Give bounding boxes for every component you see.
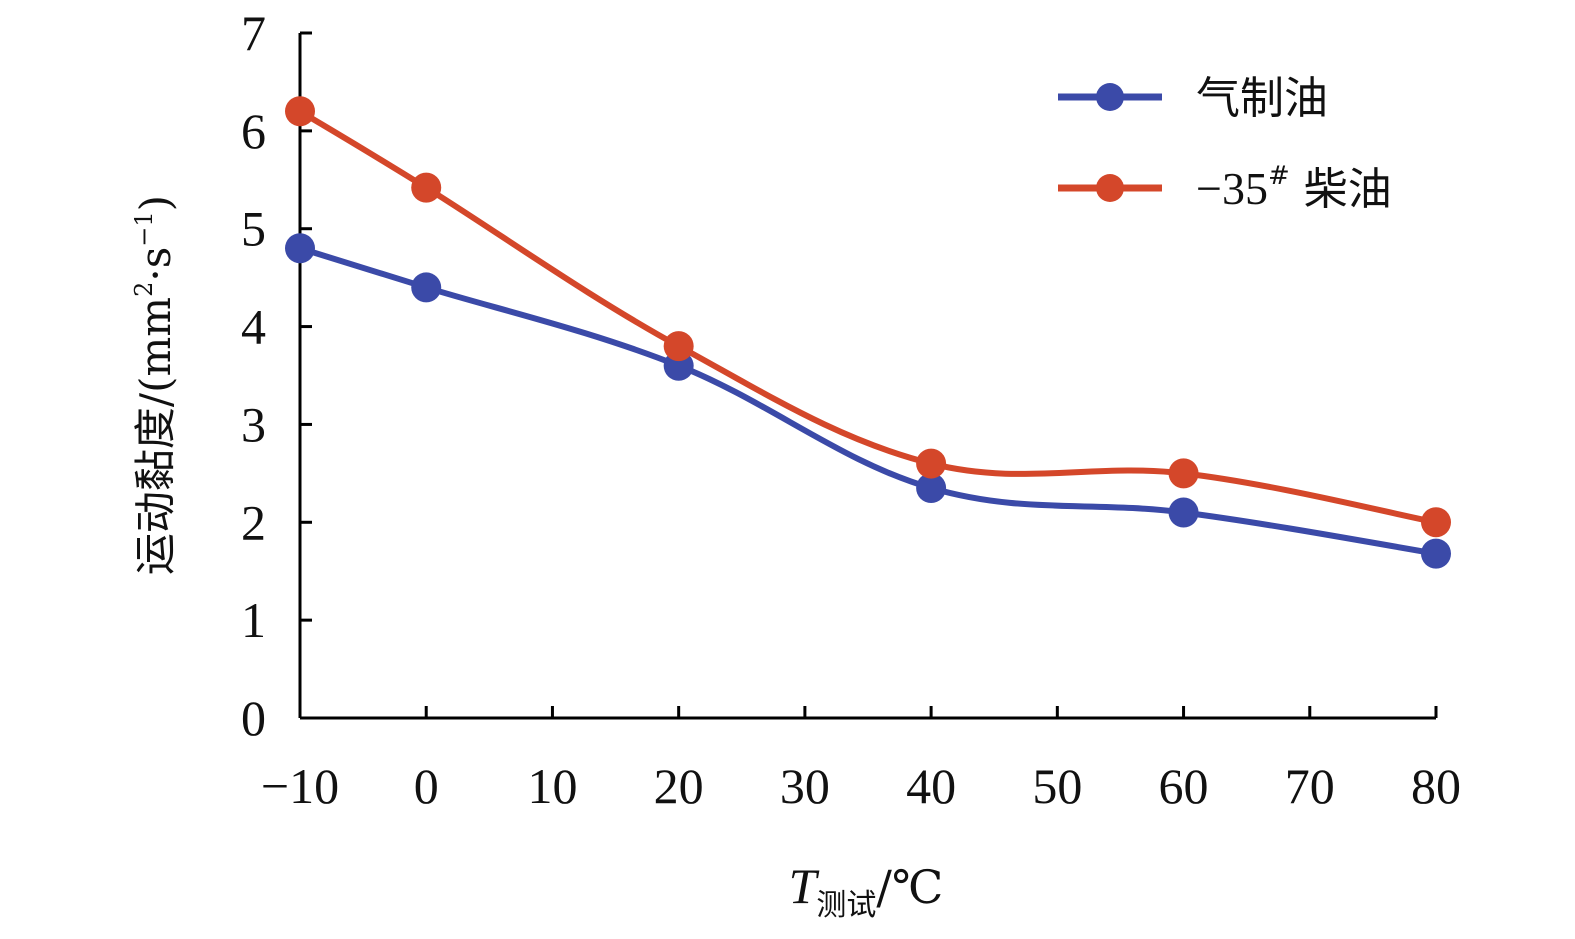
axes: 0 1 2 3 4 5 6 7 −10 0 10 20 30 40 50 60 70 80 <box>241 5 1461 814</box>
legend-label-series-2: −35# 柴油 <box>1196 161 1392 215</box>
x-tick-label: 0 <box>414 758 439 814</box>
series-2-point <box>1168 458 1199 489</box>
series-1-point <box>411 272 442 303</box>
series-1-line <box>299 245 1437 557</box>
y-tick-label: 3 <box>241 396 266 452</box>
x-tick-label: 60 <box>1159 758 1209 814</box>
y-axis-label-mid: ·s <box>131 247 180 282</box>
x-tick-label: 40 <box>906 758 956 814</box>
series-2-point <box>1421 507 1451 538</box>
x-tick-label: −10 <box>261 758 339 814</box>
series-2-point <box>411 172 442 203</box>
series-2-point <box>285 96 315 127</box>
series-2-point <box>663 331 694 362</box>
x-axis-label-main: T <box>789 858 820 914</box>
y-axis-label-sup2: −1 <box>130 211 158 246</box>
y-tick-label: 7 <box>241 5 266 61</box>
x-tick-label: 10 <box>527 758 577 814</box>
y-axis-label: 运动黏度/(mm2·s−1) <box>130 195 180 575</box>
x-axis-label-subscript: 测试 <box>816 888 876 923</box>
legend-marker-series-1 <box>1096 83 1124 111</box>
x-axis-label-unit: /℃ <box>876 860 943 914</box>
series-2-point <box>916 448 947 479</box>
series-1-point <box>916 473 947 504</box>
x-tick-label: 70 <box>1285 758 1335 814</box>
series-1-point <box>1168 497 1199 528</box>
x-axis-label: T测试/℃ <box>789 858 944 923</box>
legend-label-series-2-suffix: 柴油 <box>1290 164 1392 215</box>
x-tick-label: 50 <box>1032 758 1082 814</box>
legend-label-series-2-prefix: −35 <box>1196 163 1268 214</box>
y-axis-label-main: 运动黏度/(mm <box>131 297 180 575</box>
legend-label-series-2-sup: # <box>1268 161 1290 191</box>
legend-label-series-1: 气制油 <box>1196 73 1328 124</box>
series-layer <box>285 96 1451 569</box>
y-axis-label-sup1: 2 <box>130 282 158 297</box>
x-tick-label: 20 <box>654 758 704 814</box>
x-tick-label: 80 <box>1411 758 1461 814</box>
y-tick-label: 0 <box>241 690 266 746</box>
series-1-point <box>285 233 315 264</box>
y-tick-label: 2 <box>241 494 266 550</box>
legend: 气制油 −35# 柴油 <box>1058 73 1392 215</box>
y-tick-label: 5 <box>241 201 266 257</box>
y-tick-label: 1 <box>241 592 266 648</box>
y-axis-label-end: ) <box>131 195 180 211</box>
legend-marker-series-2 <box>1096 174 1124 202</box>
series-1-point <box>1421 538 1451 569</box>
y-tick-label: 6 <box>241 103 266 159</box>
x-tick-label: 30 <box>780 758 830 814</box>
y-tick-label: 4 <box>241 299 266 355</box>
